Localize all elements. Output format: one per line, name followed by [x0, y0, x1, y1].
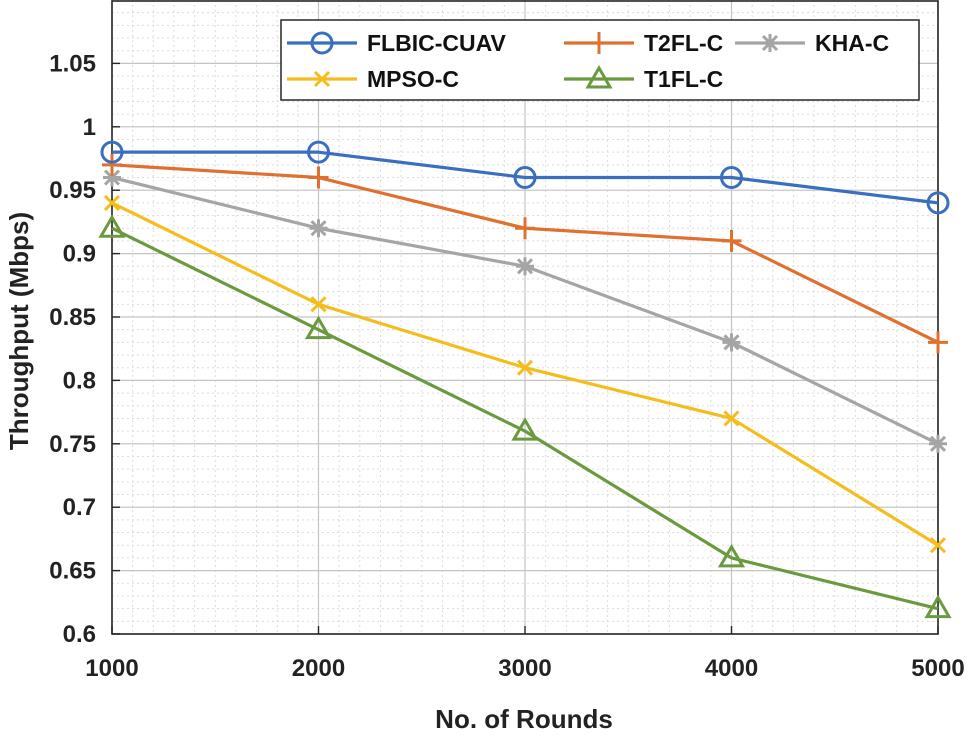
legend-swatch-marker — [761, 34, 779, 52]
legend-label: MPSO-C — [367, 66, 459, 92]
legend-label: FLBIC-CUAV — [367, 30, 506, 56]
data-point-mpso-c — [723, 410, 740, 427]
marker-shape — [307, 140, 330, 164]
x-tick-label: 5000 — [911, 655, 964, 682]
y-tick-label: 0.95 — [49, 177, 96, 204]
axes: 1000 2000 3000 4000 5000 0.6 0.65 0.7 0.75 0.8 0.8… — [49, 0, 965, 682]
series-line-flbic-cuav — [112, 150, 939, 205]
legend-label: T1FL-C — [644, 66, 723, 92]
series-t1fl-c — [98, 214, 952, 619]
marker-shape — [513, 166, 537, 190]
y-tick-label: 0.9 — [63, 241, 96, 268]
x-tick-label: 1000 — [85, 655, 138, 682]
y-tick-label: 0.6 — [63, 621, 96, 648]
series-line-t1fl-c — [111, 226, 939, 611]
data-point-t1fl-c — [98, 214, 126, 238]
series-kha-c — [103, 168, 947, 453]
marker-shape — [310, 220, 327, 237]
data-point-mpso-c — [103, 194, 121, 211]
y-axis-title: Throughput (Mbps) — [4, 212, 34, 450]
marker-shape — [310, 296, 327, 313]
data-point-flbic-cuav — [307, 140, 330, 164]
legend-label: T2FL-C — [644, 30, 723, 56]
series — [98, 140, 952, 619]
marker-shape — [304, 315, 333, 340]
data-point-kha-c — [722, 333, 741, 352]
data-point-t2fl-c — [515, 217, 535, 240]
data-point-kha-c — [309, 219, 328, 238]
legend-swatch-marker — [585, 65, 613, 89]
marker-shape — [924, 594, 952, 619]
legend-entry-flbic-cuav: FLBIC-CUAV — [287, 30, 506, 56]
marker-shape — [511, 417, 539, 441]
legend-entry-mpso-c: MPSO-C — [287, 66, 459, 92]
y-tick-label: 1.05 — [49, 50, 96, 77]
legend-swatch-marker — [589, 32, 609, 54]
marker-shape — [717, 543, 746, 568]
data-point-t1fl-c — [924, 594, 952, 619]
marker-shape — [761, 34, 779, 52]
y-tick-label: 0.8 — [63, 367, 96, 394]
marker-shape — [98, 214, 126, 238]
marker-shape — [516, 258, 534, 275]
data-point-flbic-cuav — [926, 191, 950, 215]
y-tick-label: 0.75 — [49, 431, 96, 458]
data-point-t2fl-c — [721, 229, 742, 252]
legend-swatch-marker — [313, 70, 331, 88]
data-point-mpso-c — [516, 359, 534, 376]
series-mpso-c — [103, 194, 947, 554]
data-point-t1fl-c — [304, 315, 333, 340]
data-point-t2fl-c — [308, 166, 329, 189]
data-point-kha-c — [929, 434, 947, 453]
data-point-t2fl-c — [928, 331, 948, 354]
x-tick-label: 3000 — [498, 655, 551, 682]
x-tick-label: 4000 — [705, 655, 758, 682]
x-axis-title: No. of Rounds — [435, 704, 613, 734]
marker-shape — [310, 31, 334, 55]
data-point-t1fl-c — [511, 417, 539, 441]
marker-shape — [929, 537, 947, 554]
y-tick-label: 0.65 — [49, 558, 96, 585]
marker-shape — [720, 166, 743, 190]
y-tick-label: 1 — [83, 114, 96, 141]
legend: FLBIC-CUAV T2FL-C KHA-C MPSO-C T1FL-C — [280, 19, 920, 101]
marker-shape — [723, 410, 740, 427]
data-point-mpso-c — [929, 537, 947, 554]
data-point-kha-c — [516, 257, 534, 276]
y-tick-label: 0.7 — [63, 494, 96, 521]
marker-shape — [516, 359, 534, 376]
series-t2fl-c — [102, 153, 948, 354]
marker-shape — [313, 70, 331, 88]
series-flbic-cuav — [100, 140, 950, 215]
legend-label: KHA-C — [815, 30, 889, 56]
marker-shape — [929, 435, 947, 452]
legend-swatch-marker — [310, 31, 334, 55]
data-point-mpso-c — [310, 296, 327, 313]
legend-entry-t1fl-c: T1FL-C — [564, 65, 723, 92]
y-tick-label: 0.85 — [49, 304, 96, 331]
marker-shape — [103, 194, 121, 211]
marker-shape — [926, 191, 950, 215]
marker-shape — [585, 65, 613, 89]
x-tick-label: 2000 — [292, 655, 345, 682]
data-point-t2fl-c — [102, 153, 122, 176]
data-point-flbic-cuav — [513, 166, 537, 190]
legend-entry-kha-c: KHA-C — [735, 30, 889, 56]
marker-shape — [723, 334, 740, 351]
marker-shape — [100, 140, 124, 164]
legend-entry-t2fl-c: T2FL-C — [564, 30, 723, 56]
data-point-t1fl-c — [717, 543, 746, 568]
data-point-flbic-cuav — [720, 166, 743, 190]
data-point-flbic-cuav — [100, 140, 124, 164]
marker-shape — [103, 169, 121, 186]
grid — [111, 0, 939, 635]
